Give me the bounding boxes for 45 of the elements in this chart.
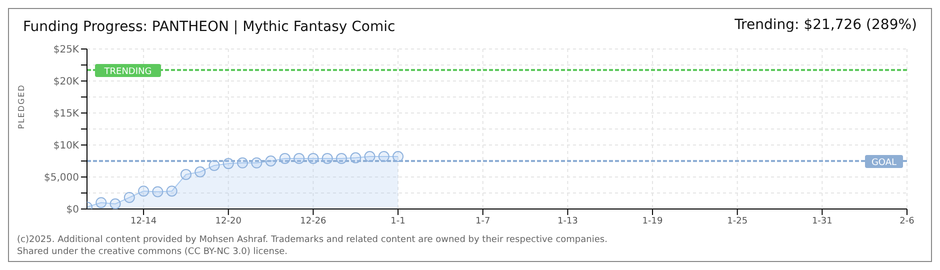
point bbox=[237, 157, 248, 168]
x-tick-label: 12-26 bbox=[300, 216, 327, 226]
point bbox=[194, 166, 206, 178]
x-tick-label: 12-20 bbox=[215, 216, 242, 226]
text: Shared under the creative commons (CC BY-NC 3.0) license. bbox=[17, 246, 289, 258]
point bbox=[350, 152, 362, 164]
y-tick-label: $25K bbox=[53, 44, 80, 56]
point bbox=[279, 152, 290, 164]
point bbox=[208, 160, 220, 171]
point bbox=[96, 197, 107, 208]
x-tick-label: 1-1 bbox=[390, 216, 406, 226]
point bbox=[322, 152, 333, 164]
point bbox=[124, 192, 135, 203]
point bbox=[138, 186, 150, 197]
point bbox=[110, 198, 121, 209]
point bbox=[378, 151, 390, 162]
x-tick-label: 12-14 bbox=[130, 216, 157, 226]
point bbox=[364, 151, 376, 162]
point bbox=[336, 152, 347, 164]
text: (c)2025. Additional content provided by Mohsen Ashraf. Trademarks and related content are owned by their respective companies. bbox=[17, 234, 608, 246]
point bbox=[180, 168, 192, 180]
point bbox=[294, 152, 305, 164]
ref-line-label: GOAL bbox=[871, 158, 897, 168]
point bbox=[392, 151, 404, 162]
chart-subtitle: Trending: $21,726 (289%) bbox=[734, 17, 917, 33]
point bbox=[222, 158, 234, 170]
y-axis-title: PLEDGED bbox=[16, 84, 26, 129]
y-tick-label: $15K bbox=[53, 108, 80, 120]
x-tick-label: 1-19 bbox=[642, 216, 663, 226]
point bbox=[251, 157, 262, 168]
x-tick-label: 1-13 bbox=[557, 216, 578, 226]
x-tick-label: 1-25 bbox=[727, 216, 748, 226]
ref-line-label: TRENDING bbox=[103, 66, 152, 77]
point bbox=[152, 186, 164, 198]
x-tick-label: 1-7 bbox=[476, 216, 490, 226]
y-tick-label: $10K bbox=[53, 140, 80, 152]
point bbox=[265, 156, 276, 166]
x-tick-label: 1-31 bbox=[812, 216, 832, 226]
point bbox=[308, 152, 319, 164]
y-tick-label: $0 bbox=[66, 204, 79, 216]
y-tick-label: $20K bbox=[53, 76, 80, 88]
y-tick-label: $5,000 bbox=[44, 172, 79, 184]
x-tick-label: 2-6 bbox=[900, 216, 915, 226]
point bbox=[166, 186, 178, 197]
chart-title: Funding Progress: PANTHEON | Mythic Fantasy Comic bbox=[23, 19, 396, 35]
